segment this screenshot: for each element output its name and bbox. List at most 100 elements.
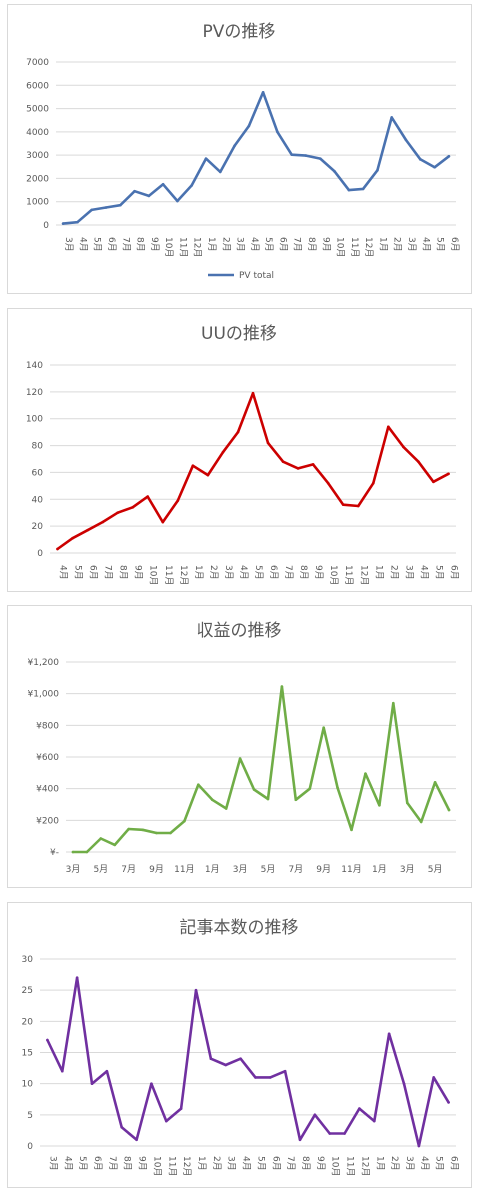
x-tick-label: 5月 <box>263 237 274 252</box>
data-point <box>85 850 89 854</box>
data-point <box>56 547 59 551</box>
y-tick-label: 80 <box>32 442 44 452</box>
x-tick-label: 3月 <box>233 864 248 875</box>
data-point <box>361 187 365 191</box>
x-tick-label: 4月 <box>77 237 88 252</box>
data-point <box>318 157 322 160</box>
x-tick-label: 6月 <box>449 1156 460 1171</box>
x-tick-label: 7月 <box>121 864 136 875</box>
x-tick-label: 1月 <box>377 237 388 252</box>
data-point <box>294 798 298 802</box>
data-point <box>76 220 79 224</box>
x-tick-label: 9月 <box>149 864 164 875</box>
x-tick-label: 3月 <box>66 864 81 875</box>
x-tick-label: 2月 <box>208 565 219 580</box>
revenue-chart-panel: 収益の推移 ¥- ¥200 ¥400 ¥600 ¥800 ¥1,000 ¥1,200 3月 5月 7… <box>7 605 472 888</box>
data-point <box>164 1119 168 1123</box>
data-point <box>392 701 395 705</box>
revenue-chart: 収益の推移 ¥- ¥200 ¥400 ¥600 ¥800 ¥1,000 ¥1,200 3月 5月 7… <box>28 621 456 875</box>
data-point <box>46 1038 49 1042</box>
data-point <box>364 772 367 775</box>
data-point <box>191 464 195 468</box>
x-tick-label: 10月 <box>151 1156 162 1176</box>
chart-title: 記事本数の推移 <box>180 918 299 938</box>
data-point <box>326 481 330 485</box>
data-point <box>418 158 422 161</box>
data-point <box>179 1107 183 1110</box>
x-tick-label: 8月 <box>118 565 129 580</box>
x-tick-label: 3月 <box>223 565 234 580</box>
y-tick-label: 6000 <box>26 81 49 91</box>
x-tick-label: 12月 <box>359 1156 370 1176</box>
x-tick-label: 3月 <box>400 864 415 875</box>
data-point <box>161 520 165 524</box>
x-tick-label: 11月 <box>345 1156 356 1176</box>
data-point <box>371 481 375 485</box>
y-tick-label: 15 <box>22 1049 33 1059</box>
data-point <box>261 90 265 94</box>
x-tick-label: 6月 <box>106 237 117 252</box>
y-tick-label: 10 <box>22 1080 34 1090</box>
x-tick-label: 9月 <box>316 864 331 875</box>
data-point <box>322 726 325 730</box>
y-tick-label: ¥1,000 <box>28 690 60 700</box>
x-tick-label: 6月 <box>449 237 460 252</box>
x-tick-label: 11月 <box>163 565 174 585</box>
y-tick-label: 3000 <box>26 151 49 161</box>
data-point <box>433 165 436 169</box>
data-point <box>210 798 214 802</box>
data-point <box>101 520 104 524</box>
y-tick-label: 30 <box>22 955 34 965</box>
data-point <box>402 445 405 449</box>
x-tick-label: 3月 <box>406 237 417 252</box>
data-point <box>116 511 119 515</box>
x-tick-label: 8月 <box>306 237 317 252</box>
x-tick-label: 7月 <box>120 237 131 252</box>
data-point <box>283 1069 287 1073</box>
data-point <box>387 425 390 429</box>
x-tick-label: 12月 <box>358 565 369 585</box>
data-point <box>404 138 408 142</box>
data-point <box>247 124 251 128</box>
data-point <box>239 1057 242 1061</box>
x-tick-label: 5月 <box>73 565 84 580</box>
series-line <box>61 91 451 225</box>
data-point <box>356 504 360 508</box>
x-tick-label: 7月 <box>103 565 114 580</box>
data-point <box>150 1082 153 1085</box>
data-point <box>90 208 94 212</box>
x-tick-label: 10月 <box>335 237 346 257</box>
x-tick-label: 12月 <box>192 237 203 257</box>
data-point <box>268 1076 272 1079</box>
series-line <box>56 391 450 551</box>
x-tick-label: 4月 <box>238 565 249 580</box>
data-point <box>313 1113 317 1117</box>
x-tick-label: 1月 <box>374 1156 385 1171</box>
x-tick-label: 6月 <box>92 1156 103 1171</box>
x-tick-label: 4月 <box>241 1156 252 1171</box>
data-point <box>161 182 165 186</box>
x-tick-label: 2月 <box>211 1156 222 1171</box>
x-tick-label: 3月 <box>235 237 246 252</box>
y-tick-label: ¥800 <box>36 721 59 731</box>
data-point <box>419 820 423 824</box>
series-line <box>46 976 450 1148</box>
x-tick-label: 2月 <box>389 1156 400 1171</box>
data-point <box>197 783 200 787</box>
data-point <box>90 1082 94 1085</box>
y-tick-label: 140 <box>26 361 43 371</box>
data-point <box>209 1057 213 1061</box>
data-point <box>104 206 108 209</box>
x-tick-label: 5月 <box>261 864 276 875</box>
data-point <box>311 463 315 466</box>
data-point <box>341 503 345 506</box>
data-point <box>254 1076 257 1079</box>
data-point <box>432 480 435 484</box>
data-point <box>447 808 451 812</box>
x-tick-label: 7月 <box>107 1156 118 1171</box>
data-point <box>218 170 222 174</box>
x-tick-label: 5月 <box>435 237 446 252</box>
data-point <box>113 843 117 847</box>
x-tick-label: 5月 <box>77 1156 88 1171</box>
x-tick-label: 3月 <box>226 1156 237 1171</box>
